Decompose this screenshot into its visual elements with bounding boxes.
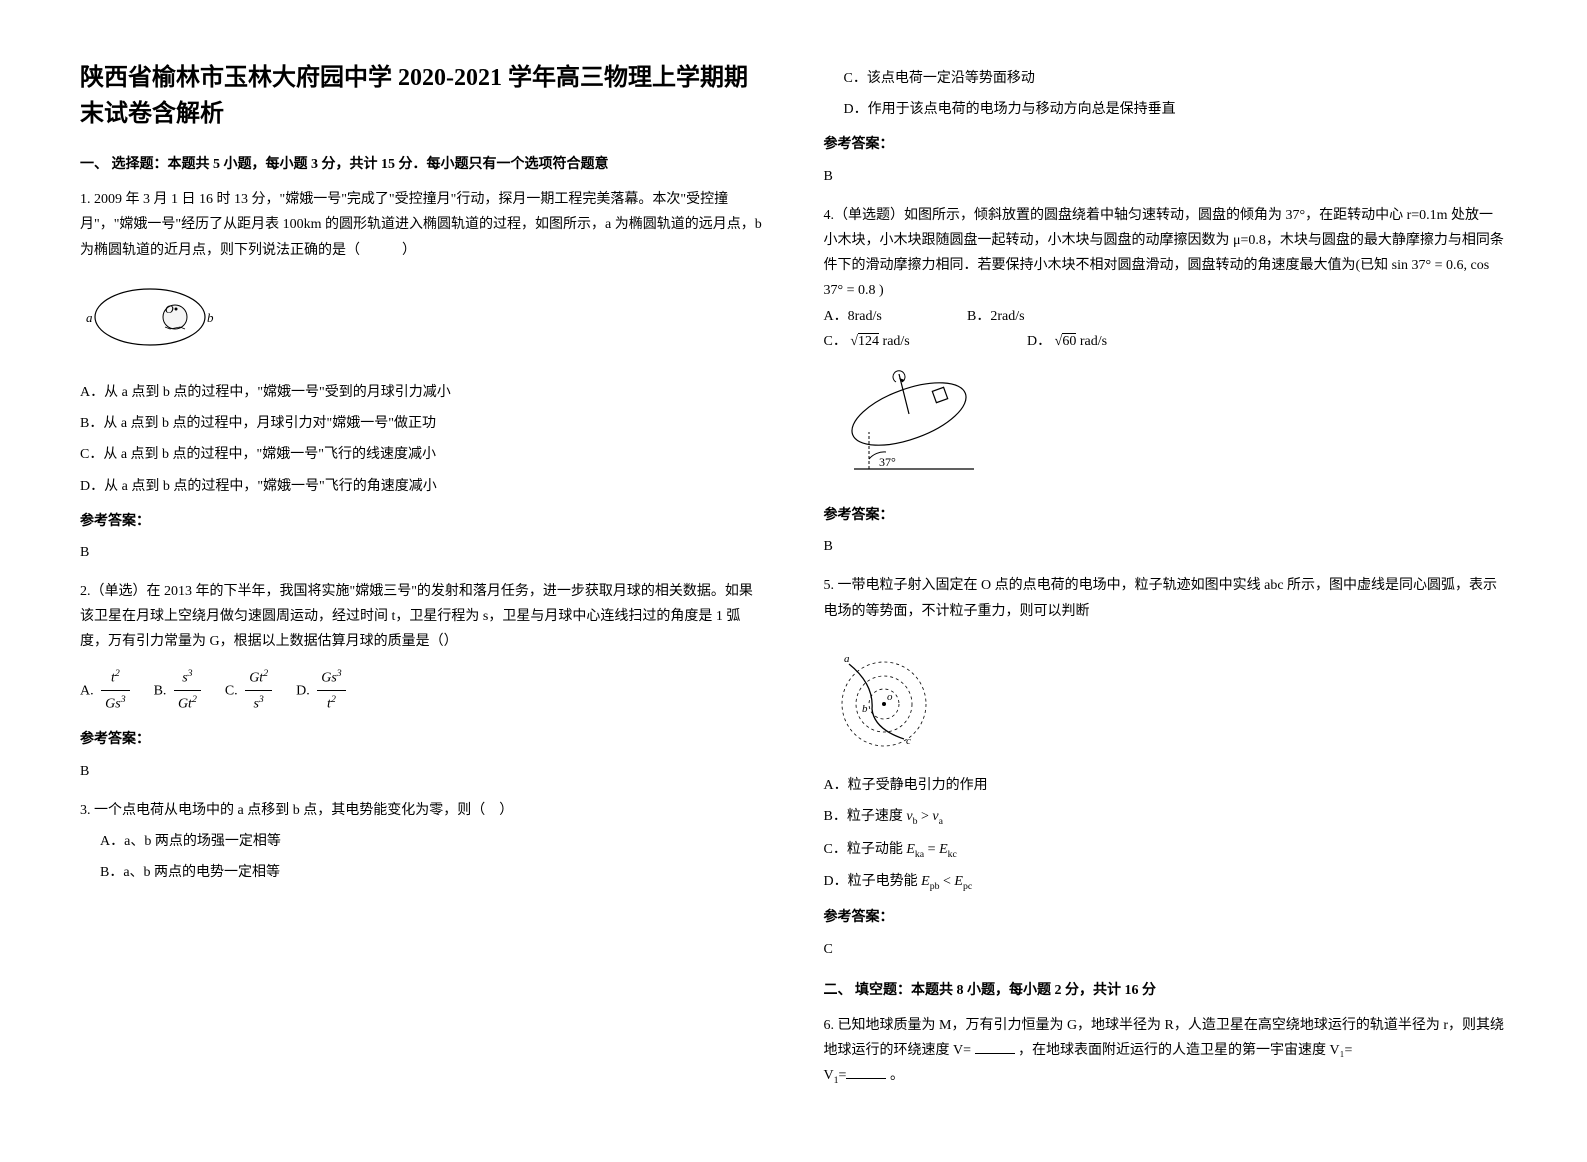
field-a-label: a [844, 653, 850, 665]
blank-2 [846, 1065, 886, 1079]
question-3: 3. 一个点电荷从电场中的 a 点移到 b 点，其电势能变化为零，则（ ） A．… [80, 798, 764, 886]
q4-option-b: B．2rad/s [967, 309, 1025, 324]
q6-part3: 。 [890, 1068, 904, 1083]
q5-option-b: B．粒子速度 vb > va [824, 804, 1508, 830]
q1-stem: 1. 2009 年 3 月 1 日 16 时 13 分，"嫦娥一号"完成了"受控… [80, 187, 764, 263]
q4-option-d: D． √60 rad/s [1027, 334, 1107, 349]
q5-answer: C [824, 937, 1508, 962]
q5-option-d: D．粒子电势能 Epb < Epc [824, 869, 1508, 895]
q4-row-cd: C． √124 rad/s D． √60 rad/s [824, 329, 1508, 354]
question-1: 1. 2009 年 3 月 1 日 16 时 13 分，"嫦娥一号"完成了"受控… [80, 187, 764, 565]
field-diagram: o a b c [824, 634, 1508, 763]
ellipse-diagram: a b O [80, 277, 764, 366]
q4-option-a: A．8rad/s [824, 304, 964, 329]
question-5: 5. 一带电粒子射入固定在 O 点的点电荷的电场中，粒子轨迹如图中实线 abc … [824, 573, 1508, 961]
question-4: 4.（单选题）如图所示，倾斜放置的圆盘绕着中轴匀速转动，圆盘的倾角为 37°，在… [824, 203, 1508, 560]
q2-stem: 2.（单选）在 2013 年的下半年，我国将实施"嫦娥三号"的发射和落月任务，进… [80, 579, 764, 655]
field-c-label: c [906, 735, 911, 747]
section1-header: 一、 选择题：本题共 5 小题，每小题 3 分，共计 15 分．每小题只有一个选… [80, 152, 764, 177]
q4-row-ab: A．8rad/s B．2rad/s [824, 304, 1508, 329]
q3-stem: 3. 一个点电荷从电场中的 a 点移到 b 点，其电势能变化为零，则（ ） [80, 798, 764, 823]
q2-options-row: A. t2Gs3 B. s3Gt2 C. Gt2s3 D. Gs3t2 [80, 665, 764, 718]
q3-option-c: C．该点电荷一定沿等势面移动 [824, 66, 1508, 91]
q2-opt-c-label: C. [225, 683, 238, 698]
q2-answer-label: 参考答案： [80, 727, 764, 752]
q6-part2: ，在地球表面附近运行的人造卫星的第一宇宙速度 V₁= [1018, 1043, 1352, 1058]
q5-option-c: C．粒子动能 Eka = Ekc [824, 837, 1508, 863]
left-column: 陕西省榆林市玉林大府园中学 2020-2021 学年高三物理上学期期末试卷含解析… [80, 60, 764, 1102]
q2-opt-a-label: A. [80, 683, 94, 698]
q3-option-d: D．作用于该点电荷的电场力与移动方向总是保持垂直 [824, 97, 1508, 122]
q2-opt-d-label: D. [296, 683, 310, 698]
field-b-label: b [862, 703, 868, 715]
question-2: 2.（单选）在 2013 年的下半年，我国将实施"嫦娥三号"的发射和落月任务，进… [80, 579, 764, 784]
q4-answer: B [824, 534, 1508, 559]
q5-answer-label: 参考答案： [824, 905, 1508, 930]
q4-answer-label: 参考答案： [824, 503, 1508, 528]
label-o: O [165, 302, 174, 316]
q1-answer-label: 参考答案： [80, 509, 764, 534]
section2-header: 二、 填空题：本题共 8 小题，每小题 2 分，共计 16 分 [824, 978, 1508, 1003]
blank-1 [975, 1040, 1015, 1054]
q3-option-b: B．a、b 两点的电势一定相等 [80, 860, 764, 885]
q1-option-b: B．从 a 点到 b 点的过程中，月球引力对"嫦娥一号"做正功 [80, 411, 764, 436]
q1-option-c: C．从 a 点到 b 点的过程中，"嫦娥一号"飞行的线速度减小 [80, 442, 764, 467]
q2-opt-b-label: B. [154, 683, 167, 698]
q3-answer-label: 参考答案： [824, 132, 1508, 157]
q1-option-d: D．从 a 点到 b 点的过程中，"嫦娥一号"飞行的角速度减小 [80, 474, 764, 499]
label-b: b [207, 310, 214, 325]
right-column: C．该点电荷一定沿等势面移动 D．作用于该点电荷的电场力与移动方向总是保持垂直 … [824, 60, 1508, 1102]
label-a: a [86, 310, 93, 325]
q5-stem: 5. 一带电粒子射入固定在 O 点的点电荷的电场中，粒子轨迹如图中实线 abc … [824, 573, 1508, 623]
q3-answer: B [824, 164, 1508, 189]
q4-option-c: C． √124 rad/s [824, 329, 1024, 354]
q3-option-a: A．a、b 两点的场强一定相等 [80, 829, 764, 854]
field-o-label: o [887, 691, 893, 703]
angle-label: 37° [879, 455, 896, 469]
q2-answer: B [80, 759, 764, 784]
q5-option-a: A．粒子受静电引力的作用 [824, 773, 1508, 798]
q4-stem: 4.（单选题）如图所示，倾斜放置的圆盘绕着中轴匀速转动，圆盘的倾角为 37°，在… [824, 203, 1508, 304]
q1-answer: B [80, 540, 764, 565]
question-6: 6. 已知地球质量为 M，万有引力恒量为 G，地球半径为 R，人造卫星在高空绕地… [824, 1013, 1508, 1090]
document-title: 陕西省榆林市玉林大府园中学 2020-2021 学年高三物理上学期期末试卷含解析 [80, 60, 764, 132]
disk-diagram: 37° [824, 364, 1508, 493]
q1-option-a: A．从 a 点到 b 点的过程中，"嫦娥一号"受到的月球引力减小 [80, 380, 764, 405]
